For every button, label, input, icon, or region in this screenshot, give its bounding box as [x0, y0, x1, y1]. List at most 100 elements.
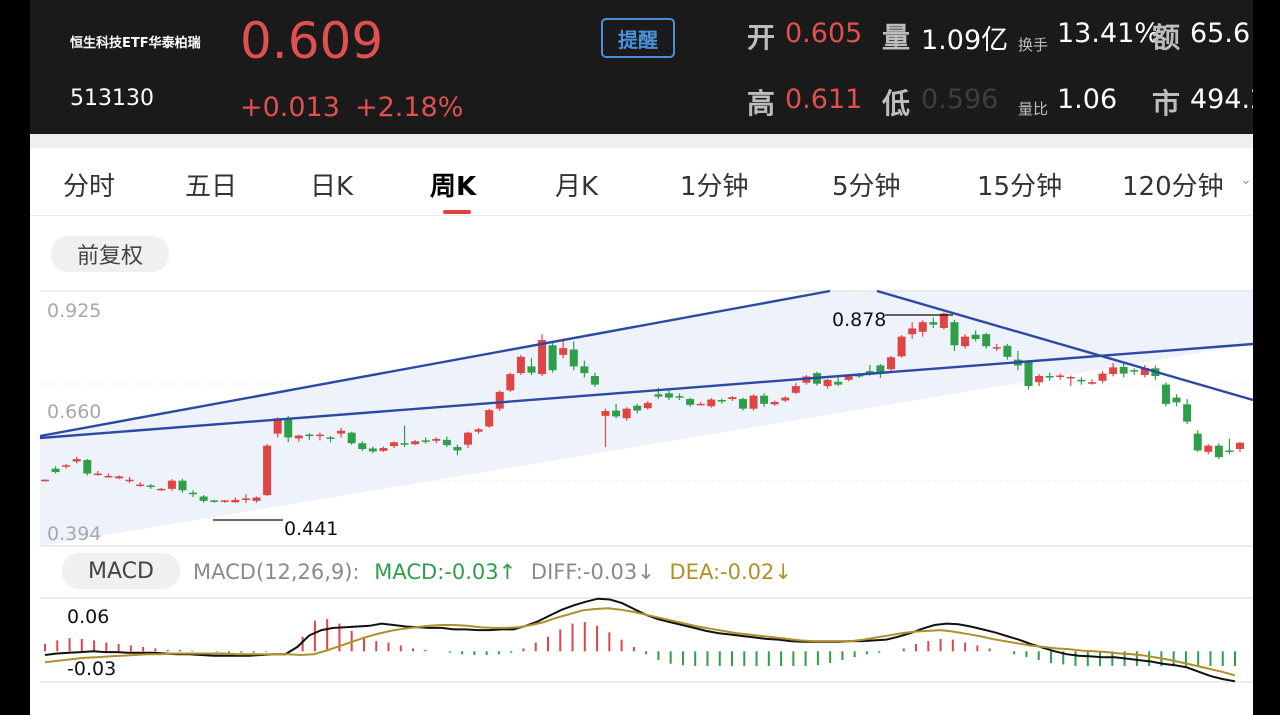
candle-body [791, 386, 800, 393]
candle-body [284, 418, 293, 438]
candle-body [580, 366, 589, 374]
candle-body [263, 445, 272, 496]
candle-body [781, 397, 790, 401]
macd-histogram [44, 619, 1236, 666]
y-tick-label: 0.394 [47, 523, 101, 545]
candle-body [834, 381, 843, 385]
candle-body [675, 396, 684, 398]
candle-body [844, 376, 853, 380]
vol-ratio-value: 1.06 [1057, 84, 1118, 115]
candle-body [728, 397, 737, 400]
candle-body [1056, 375, 1065, 378]
candle-body [485, 410, 494, 427]
candle-body [178, 480, 187, 491]
candle-body [516, 356, 525, 374]
candle-body [115, 476, 124, 479]
macd-indicator-button[interactable]: MACD [62, 553, 180, 589]
panel-top-strip [30, 134, 1253, 148]
low-label: 低 [882, 87, 911, 120]
amount-label: 额 [1152, 21, 1181, 54]
candle-body [41, 479, 49, 482]
candle-body [93, 473, 102, 475]
candle-body [887, 357, 896, 370]
candle-body [241, 498, 250, 500]
candle-body [654, 394, 663, 397]
market-cap-label: 市 [1152, 87, 1181, 120]
candle-body [823, 379, 832, 387]
tab-1min[interactable]: 1分钟 [680, 172, 749, 202]
candle-body [379, 448, 388, 451]
candle-body [1183, 404, 1192, 422]
candle-body [643, 402, 652, 409]
tab-weekly-k[interactable]: 周K [430, 172, 477, 202]
candle-body [897, 336, 906, 357]
remind-button[interactable]: 提醒 [601, 18, 675, 58]
candle-body [992, 347, 1001, 349]
adjust-mode-button[interactable]: 前复权 [51, 236, 169, 272]
chart-svg: 0.925 0.660 0.394 0.878 0.441 0.06 -0.03 [39, 289, 1253, 683]
candle-body [760, 395, 769, 404]
left-border [0, 0, 30, 715]
candle-body [294, 435, 303, 439]
tab-five-day[interactable]: 五日 [185, 172, 238, 202]
candle-body [918, 322, 927, 332]
candle-body [770, 401, 779, 405]
candle-body [474, 429, 483, 432]
tab-divider [30, 215, 1253, 216]
last-price: 0.609 [240, 12, 384, 70]
tab-daily-k[interactable]: 日K [310, 172, 354, 202]
candle-body [389, 442, 398, 447]
candle-body [1140, 367, 1149, 376]
y-tick-label: 0.660 [47, 401, 101, 423]
macd-y-tick-label: 0.06 [67, 606, 109, 628]
candle-body [1077, 379, 1086, 382]
macd-value: MACD:-0.03↑ [374, 560, 517, 584]
macd-diff-line [44, 597, 1236, 683]
candle-body [1119, 366, 1128, 374]
chart-panel: 分时 五日 日K 周K 月K 1分钟 5分钟 15分钟 120分钟 ⌄ 前复权 … [30, 134, 1253, 715]
candle-body [538, 339, 547, 375]
tab-intraday[interactable]: 分时 [63, 172, 116, 202]
candle-body [950, 322, 959, 346]
candlestick-series [41, 312, 1244, 503]
candle-body [252, 497, 261, 501]
candle-body [347, 432, 356, 444]
trend-descending-line [876, 289, 1253, 402]
chevron-down-icon[interactable]: ⌄ [1240, 172, 1252, 188]
candle-body [749, 395, 758, 409]
macd-params: MACD(12,26,9): [193, 560, 360, 584]
candle-body [326, 437, 335, 439]
candle-body [1193, 433, 1202, 451]
candle-body [1045, 376, 1054, 378]
candle-body [432, 438, 441, 441]
tab-monthly-k[interactable]: 月K [555, 172, 599, 202]
channel-fill [40, 291, 1253, 546]
candle-body [464, 432, 473, 445]
dea-value: DEA:-0.02↓ [669, 560, 792, 584]
candle-body [189, 492, 198, 495]
tab-15min[interactable]: 15分钟 [977, 172, 1063, 202]
candle-body [506, 374, 515, 391]
channel-lines [39, 289, 1253, 440]
candle-body [527, 366, 536, 373]
active-tab-indicator [443, 210, 471, 214]
y-tick-label: 0.925 [47, 300, 101, 322]
volume-value: 1.09亿 [921, 25, 1009, 56]
candle-body [633, 405, 642, 411]
amount-value: 65.61 [1190, 18, 1253, 49]
candle-body [1066, 376, 1075, 379]
security-name: 恒生科技ETF华泰柏瑞 [70, 36, 201, 51]
tab-5min[interactable]: 5分钟 [832, 172, 901, 202]
candle-body [707, 399, 716, 407]
tab-120min[interactable]: 120分钟 [1122, 172, 1224, 202]
candle-body [1003, 345, 1012, 357]
candle-body [569, 349, 578, 367]
macd-y-tick-label: -0.03 [67, 658, 116, 680]
vol-ratio-label: 量比 [1018, 100, 1049, 118]
candle-body [442, 439, 451, 446]
macd-dea-line [44, 607, 1236, 677]
candle-body [622, 408, 631, 419]
high-value: 0.611 [785, 84, 863, 115]
candle-body [358, 443, 367, 449]
candle-body [696, 403, 705, 406]
